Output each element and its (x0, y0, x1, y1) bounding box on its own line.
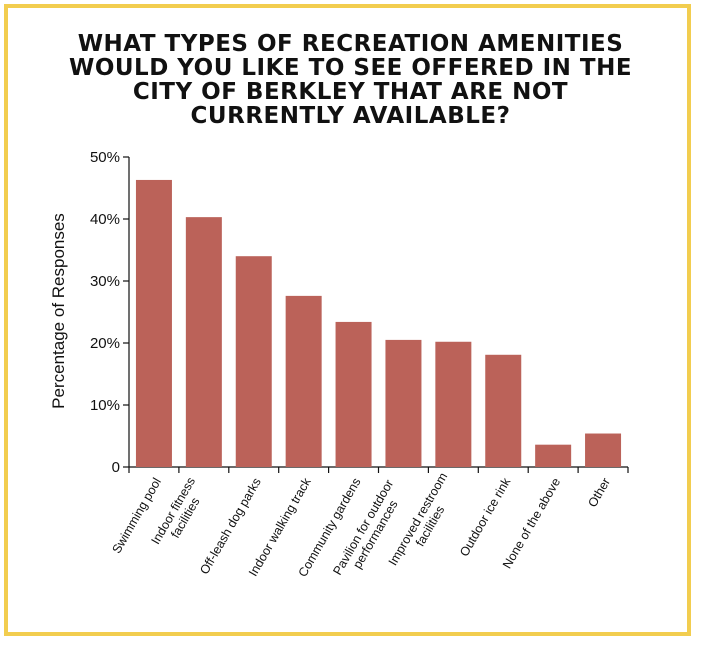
title-line-3: City of Berkley that are not (132, 79, 569, 105)
x-axis (128, 466, 629, 473)
chart-title: What types of recreation amenities would… (60, 32, 641, 128)
chart-frame (4, 4, 691, 636)
bar (585, 433, 622, 467)
y-axis-label: Percentage of Responses (49, 213, 68, 409)
title-line-1: What types of recreation amenities (77, 31, 624, 57)
y-tick-label: 20% (90, 335, 120, 352)
bar (235, 256, 272, 467)
x-tick-label: Outdoor ice rink (457, 475, 514, 559)
title-line-4: currently available? (190, 103, 511, 129)
bar (135, 179, 172, 467)
bar (185, 217, 222, 467)
bars (135, 179, 622, 467)
x-tick-label: Other (585, 476, 613, 510)
y-tick-label: 30% (90, 273, 120, 290)
y-tick-label: 50% (90, 149, 120, 166)
bar (535, 444, 572, 467)
bar (335, 321, 372, 467)
bar (435, 341, 472, 467)
y-tick-label: 10% (90, 397, 120, 414)
bar (285, 295, 322, 467)
y-axis: 0 10% 20% 30% 40% 50% (90, 149, 130, 476)
x-tick-label: None of the above (500, 475, 563, 571)
y-tick-label: 0 (112, 459, 120, 476)
bar (385, 339, 422, 467)
bar (485, 354, 522, 467)
title-line-2: would you like to see offered in the (68, 55, 633, 81)
y-tick-label: 40% (90, 211, 120, 228)
x-tick-label: Improved restroomfacilities (386, 470, 463, 575)
